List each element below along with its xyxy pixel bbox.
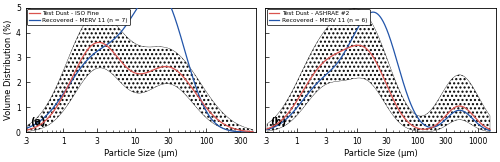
Recovered - MERV 11 (n = 6) xyxy=(438,122,444,124)
Test Dust - ASHRAE #2 xyxy=(466,110,471,111)
Recovered - MERV 11 (n = 7) xyxy=(64,86,70,88)
Test Dust - ASHRAE #2 xyxy=(487,128,493,130)
Recovered - MERV 11 (n = 6) xyxy=(318,78,324,80)
Test Dust - ISO Fine xyxy=(250,131,256,133)
Test Dust - ISO Fine xyxy=(176,71,182,73)
Recovered - MERV 11 (n = 7) xyxy=(24,127,30,129)
X-axis label: Particle Size (μm): Particle Size (μm) xyxy=(104,149,178,158)
Line: Recovered - MERV 11 (n = 6): Recovered - MERV 11 (n = 6) xyxy=(267,12,490,131)
Recovered - MERV 11 (n = 6) xyxy=(487,130,493,132)
Recovered - MERV 11 (n = 7) xyxy=(126,19,132,21)
Recovered - MERV 11 (n = 7) xyxy=(250,131,256,133)
Test Dust - ISO Fine xyxy=(64,86,70,88)
Recovered - MERV 11 (n = 7) xyxy=(176,28,182,30)
Test Dust - ISO Fine xyxy=(82,52,88,53)
Test Dust - ASHRAE #2 xyxy=(264,128,270,130)
Test Dust - ASHRAE #2 xyxy=(327,56,333,58)
Legend: Test Dust - ISO Fine, Recovered - MERV 11 (n = 7): Test Dust - ISO Fine, Recovered - MERV 1… xyxy=(27,9,130,25)
Test Dust - ISO Fine xyxy=(194,95,200,97)
Line: Recovered - MERV 11 (n = 7): Recovered - MERV 11 (n = 7) xyxy=(28,0,253,132)
Recovered - MERV 11 (n = 7) xyxy=(82,61,88,63)
Text: (a): (a) xyxy=(30,117,46,127)
Line: Test Dust - ISO Fine: Test Dust - ISO Fine xyxy=(28,42,253,132)
Recovered - MERV 11 (n = 6) xyxy=(466,114,471,116)
Line: Test Dust - ASHRAE #2: Test Dust - ASHRAE #2 xyxy=(267,45,490,129)
Y-axis label: Volume Distribution (%): Volume Distribution (%) xyxy=(4,20,13,120)
Legend: Test Dust - ASHRAE #2, Recovered - MERV 11 (n = 6): Test Dust - ASHRAE #2, Recovered - MERV … xyxy=(266,9,370,25)
Recovered - MERV 11 (n = 6) xyxy=(411,110,417,112)
Recovered - MERV 11 (n = 7) xyxy=(194,91,200,93)
Recovered - MERV 11 (n = 6) xyxy=(264,129,270,131)
X-axis label: Particle Size (μm): Particle Size (μm) xyxy=(344,149,417,158)
Test Dust - ISO Fine xyxy=(127,69,133,71)
Test Dust - ASHRAE #2 xyxy=(438,120,444,122)
Test Dust - ISO Fine xyxy=(158,66,164,68)
Text: (b): (b) xyxy=(270,117,286,127)
Test Dust - ASHRAE #2 xyxy=(355,44,361,46)
Test Dust - ISO Fine xyxy=(24,129,30,131)
Test Dust - ASHRAE #2 xyxy=(411,125,417,127)
Recovered - MERV 11 (n = 6) xyxy=(334,62,340,64)
Recovered - MERV 11 (n = 6) xyxy=(370,11,376,13)
Test Dust - ISO Fine xyxy=(96,41,102,43)
Test Dust - ASHRAE #2 xyxy=(318,63,324,65)
Test Dust - ASHRAE #2 xyxy=(334,52,340,54)
Recovered - MERV 11 (n = 6) xyxy=(327,70,333,72)
